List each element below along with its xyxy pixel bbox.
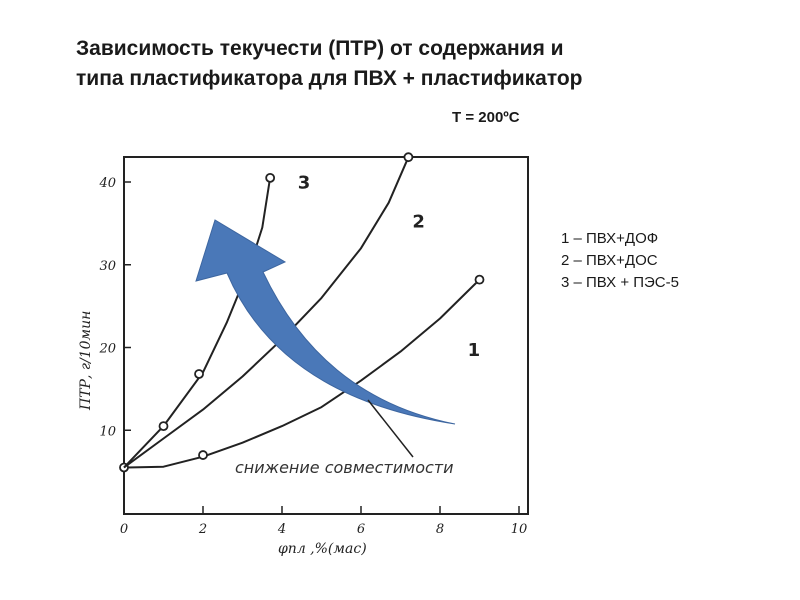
compatibility-arrow-icon: [195, 219, 456, 425]
legend-item-1: 1 – ПВХ+ДОФ: [561, 230, 659, 247]
series-2-point: [403, 152, 414, 163]
plot-frame: [123, 156, 529, 515]
series-1-point: [474, 274, 485, 285]
legend: 1 – ПВХ+ДОФ 2 – ПВХ+ДОС 3 – ПВХ + ПЭС-5: [561, 228, 679, 294]
temperature-label: Т = 200ºС: [452, 109, 520, 126]
title-line-1: Зависимость текучести (ПТР) от содержани…: [76, 37, 564, 60]
series-3-line: [123, 177, 272, 469]
y-tick-label: 40: [98, 176, 116, 191]
series-3-point: [158, 421, 169, 432]
annotation-pointer: [367, 399, 414, 458]
series-1-line: [123, 278, 481, 469]
x-tick-label: 2: [198, 522, 207, 537]
y-tick-label: 30: [99, 259, 116, 274]
legend-item-2: 2 – ПВХ+ДОС: [561, 252, 658, 269]
y-axis-label: ПТР, г/10мин: [78, 311, 94, 411]
x-axis-label: φпл ,%(мас): [278, 541, 367, 557]
series-2-label: 2: [412, 212, 425, 233]
series-3-point: [194, 369, 204, 379]
x-tick-label: 0: [120, 522, 128, 537]
series-1-label: 1: [468, 340, 481, 361]
series-3-label: 3: [298, 173, 311, 194]
x-tick-label: 6: [357, 522, 365, 537]
curves: 1 2 3: [119, 152, 485, 473]
annotation-text: снижение совместимости: [235, 458, 454, 477]
x-tick-label: 8: [436, 522, 444, 537]
axis-ticks: 0 2 4 6 8 10 10 20 30 40: [98, 176, 527, 537]
y-tick-label: 20: [98, 342, 116, 357]
chart-title: Зависимость текучести (ПТР) от содержани…: [76, 34, 756, 94]
series-3-point: [265, 172, 276, 183]
x-tick-label: 10: [511, 522, 528, 537]
legend-item-3: 3 – ПВХ + ПЭС-5: [561, 274, 679, 291]
title-line-2: типа пластификатора для ПВХ + пластифика…: [76, 67, 583, 90]
series-1-point: [198, 450, 208, 460]
y-tick-label: 10: [99, 424, 116, 439]
x-tick-label: 4: [277, 522, 286, 537]
